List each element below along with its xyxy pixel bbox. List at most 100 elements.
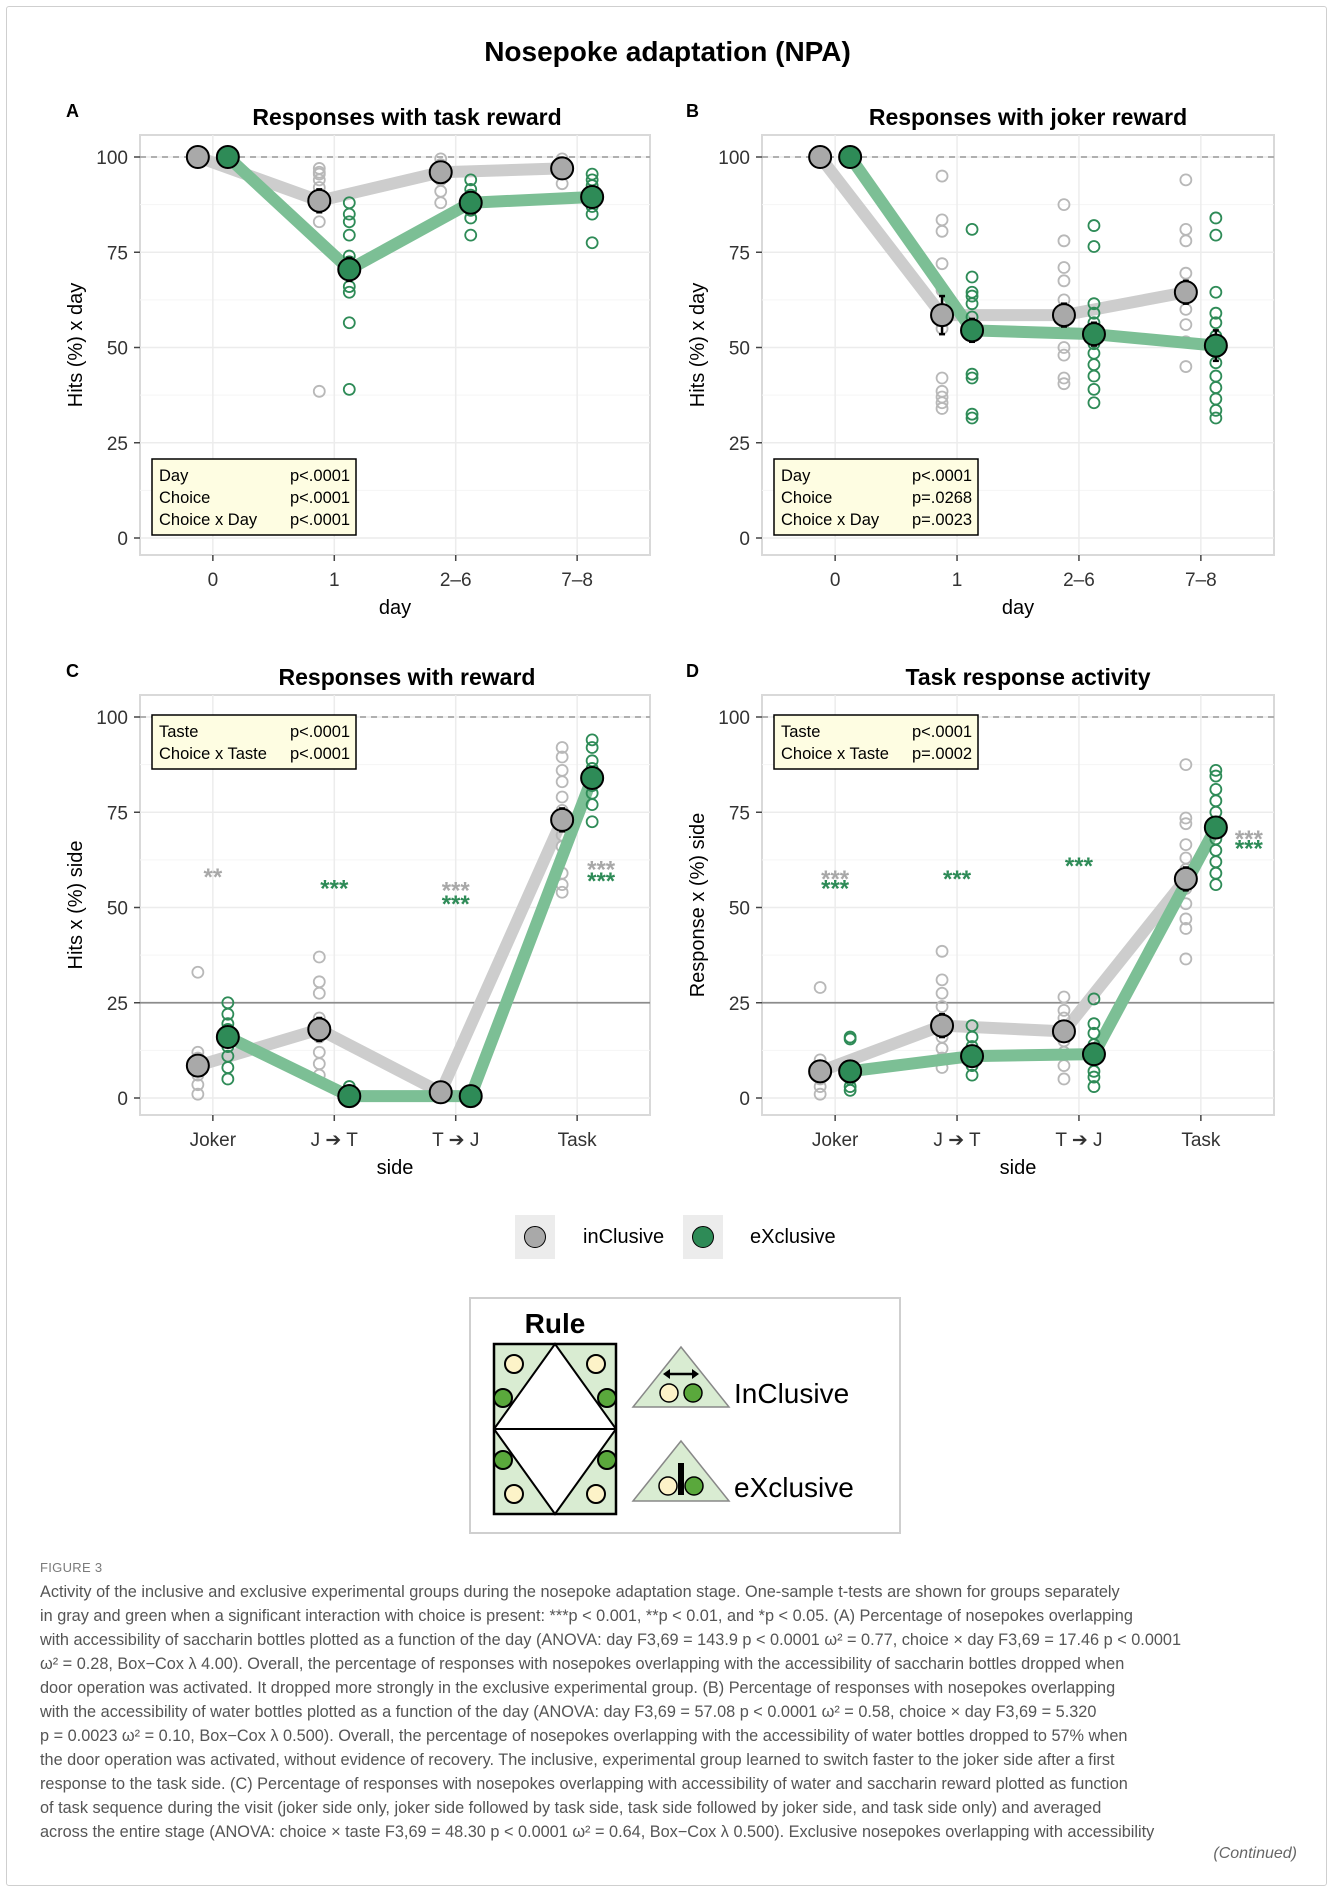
mean-point [215, 145, 240, 169]
caption-line: with accessibility of saccharin bottles … [40, 1631, 1182, 1649]
data-point [1179, 266, 1193, 280]
data-point [1087, 1080, 1101, 1093]
data-point [312, 165, 326, 179]
data-point [965, 371, 979, 385]
legend-swatch-exclusive [692, 1226, 714, 1248]
data-point [1057, 261, 1071, 274]
stats-term: Taste [781, 723, 820, 741]
mean-point [458, 190, 483, 215]
panel-letter: D [686, 661, 699, 681]
legend-key-exclusive [683, 1215, 723, 1259]
stats-box: Day p<.0001 Choice p=.0268 Choice x Day p=.00… [773, 458, 979, 536]
data-point [1209, 211, 1223, 225]
data-point [935, 169, 949, 183]
stats-box-frame [151, 714, 357, 770]
arena-water-bottle-3 [504, 1484, 524, 1504]
data-point [1087, 1070, 1101, 1084]
data-point [1087, 992, 1101, 1006]
caption-line: response to the task side. (C) Percentag… [40, 1775, 1128, 1793]
stats-term: Choice [781, 489, 832, 507]
data-point [1057, 348, 1071, 362]
legend: inClusive eXclusive [515, 1215, 855, 1259]
data-point [1209, 369, 1223, 383]
data-point [585, 815, 599, 829]
data-point [221, 996, 235, 1010]
mean-point [838, 145, 863, 169]
mean-point [1081, 322, 1106, 347]
x-tick-label: 1 [329, 570, 340, 591]
mean-point [1203, 333, 1228, 358]
inclusive-rule-icon [631, 1345, 731, 1408]
data-point [813, 981, 827, 994]
data-point [1209, 306, 1223, 320]
stats-term: Day [159, 467, 189, 485]
y-tick-label: 0 [739, 529, 750, 550]
y-tick-label: 100 [718, 148, 750, 169]
data-point [935, 973, 949, 987]
data-point [935, 390, 949, 404]
data-point [1209, 769, 1223, 783]
rule-diagram: Rule InClusive [492, 1308, 854, 1516]
data-point [1179, 817, 1193, 831]
significance-marker: *** [1235, 826, 1264, 853]
y-tick-label: 50 [107, 899, 128, 920]
stats-box-frame [773, 458, 979, 536]
data-point [221, 1049, 235, 1063]
caption-line: of task sequence during the visit (joker… [40, 1799, 1102, 1817]
data-point [1179, 173, 1193, 187]
data-point [1087, 297, 1101, 311]
data-point [1087, 346, 1101, 360]
stats-pvalue: p<.0001 [912, 467, 972, 485]
stats-term: Choice x Day [159, 511, 258, 529]
data-point [965, 270, 979, 284]
data-point [1087, 383, 1101, 396]
mean-line [221, 771, 599, 1103]
panel-letter: A [66, 101, 79, 121]
caption-label: FIGURE 3 [40, 1560, 103, 1575]
panel-title: Responses with reward [279, 664, 536, 690]
data-point [312, 975, 326, 989]
panel-letter: C [66, 661, 79, 681]
stats-pvalue: p=.0023 [912, 511, 972, 529]
data-point [965, 407, 979, 421]
x-tick-label: Joker [190, 1130, 237, 1151]
y-tick-label: 0 [117, 1089, 128, 1110]
data-point [1179, 222, 1193, 236]
mean-line [221, 151, 599, 276]
series-exclusive [843, 763, 1223, 1097]
y-tick-label: 75 [107, 243, 128, 264]
x-axis-title: day [1002, 597, 1034, 619]
data-point [935, 384, 949, 398]
arena-water-bottle-2 [586, 1354, 606, 1374]
legend-key-inclusive [515, 1215, 555, 1259]
caption-line: door operation was activated. It dropped… [40, 1679, 1116, 1697]
stats-box-frame [773, 714, 979, 770]
data-point [935, 944, 949, 958]
stats-term: Taste [159, 723, 198, 741]
data-point [464, 228, 478, 242]
significance-marker: ** [204, 864, 223, 891]
data-point [1087, 396, 1101, 410]
data-point [342, 215, 356, 229]
data-point [1209, 411, 1223, 425]
x-tick-label: T ➔ J [1055, 1130, 1102, 1151]
data-point [1179, 811, 1193, 825]
data-point [342, 285, 356, 299]
stats-pvalue: p<.0001 [290, 489, 350, 507]
y-tick-label: 25 [107, 434, 128, 455]
legend-label-exclusive: eXclusive [750, 1226, 836, 1248]
chart-panel-a: 0 25 50 75 100 0 1 2–6 7–8 day Hits (%) x day Respo… [65, 101, 651, 619]
data-point [1087, 1017, 1101, 1031]
y-axis-title: Hits x (%) side [65, 841, 87, 970]
rule-title: Rule [525, 1308, 586, 1339]
y-axis-title: Response x (%) side [687, 813, 709, 998]
data-point [555, 750, 569, 764]
x-tick-label: 7–8 [1185, 570, 1217, 591]
significance-marker: *** [320, 876, 349, 903]
significance-marker: *** [821, 866, 850, 893]
stats-pvalue: p<.0001 [290, 723, 350, 741]
mean-point [428, 1080, 453, 1105]
data-point [555, 885, 569, 899]
significance-marker: *** [1065, 853, 1094, 880]
